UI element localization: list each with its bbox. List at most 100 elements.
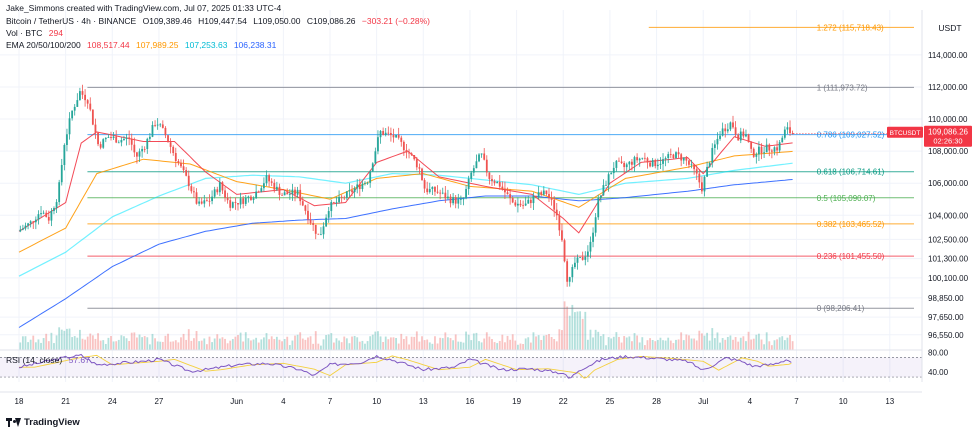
rsi-tick: 80.00 <box>928 348 949 357</box>
volume-bar <box>21 336 24 350</box>
volume-bar <box>208 336 211 350</box>
volume-bar <box>104 343 107 350</box>
candle-body <box>24 225 27 229</box>
candle-body <box>447 196 449 199</box>
volume-bar <box>755 334 758 350</box>
candle-body <box>457 199 460 204</box>
volume-bar <box>454 334 457 350</box>
candle-body <box>631 161 633 165</box>
time-tick: 28 <box>652 397 661 406</box>
candle-body <box>314 224 317 234</box>
volume-bar <box>410 336 413 350</box>
candle-body <box>561 230 563 241</box>
candle-body <box>550 197 553 200</box>
candle-body <box>765 144 768 153</box>
volume-bar <box>589 329 592 350</box>
candle-body <box>234 202 237 203</box>
candle-body <box>548 194 550 198</box>
ema-header[interactable]: EMA 20/50/100/200 108,517.44 107,989.25 … <box>6 40 280 50</box>
volume-bar <box>45 333 48 350</box>
volume-bar <box>662 340 664 350</box>
volume-bar <box>752 338 755 350</box>
volume-bar <box>148 344 151 350</box>
candle-body <box>612 167 615 174</box>
volume-bar <box>579 311 582 350</box>
candle-body <box>778 142 781 151</box>
candle-body <box>511 198 514 203</box>
candle-body <box>255 191 258 199</box>
volume-bar <box>338 340 340 350</box>
volume-bar <box>628 336 631 350</box>
volume-bar <box>537 335 540 350</box>
candle-body <box>312 223 315 225</box>
volume-bar <box>330 333 333 350</box>
volume-bar <box>97 333 99 350</box>
volume-bar <box>320 345 322 350</box>
volume-bar <box>511 334 514 350</box>
candle-body <box>205 200 208 202</box>
candles <box>19 84 794 287</box>
candle-body <box>649 162 651 167</box>
ema100-line <box>18 162 793 277</box>
volume-bar <box>351 336 353 350</box>
volume-bar <box>669 340 672 350</box>
volume-bar <box>623 336 626 350</box>
rsi-header[interactable]: RSI (14, close) 57.67 <box>6 355 94 365</box>
volume-bar <box>475 332 478 350</box>
volume-bar <box>677 339 680 350</box>
candle-body <box>491 178 493 182</box>
volume-bar <box>708 340 711 350</box>
candle-body <box>571 267 574 278</box>
volume-bar <box>672 343 675 350</box>
price-tick: 112,000.00 <box>928 83 968 92</box>
rsi-tick: 40.00 <box>928 368 949 377</box>
candle-body <box>32 221 35 223</box>
candle-body <box>672 154 675 159</box>
candle-body <box>768 144 771 151</box>
volume-bar <box>675 339 677 350</box>
volume-bar <box>405 336 408 350</box>
volume-header[interactable]: Vol · BTC 294 <box>6 28 67 38</box>
candle-body <box>732 122 734 128</box>
candle-body <box>724 128 727 132</box>
volume-bar <box>369 336 372 350</box>
volume-bar <box>428 342 431 350</box>
candle-body <box>408 152 410 154</box>
volume-bar <box>58 327 61 350</box>
volume-bar <box>291 340 294 350</box>
volume-bar <box>273 339 276 350</box>
candle-body <box>369 171 372 183</box>
candle-body <box>76 100 79 107</box>
candle-body <box>535 195 537 197</box>
volume-bar <box>213 338 216 350</box>
volume-bar <box>247 338 250 350</box>
candle-body <box>742 131 745 137</box>
volume-bar <box>257 342 260 350</box>
fib-label-0.618: 0.618 (106,714.61) <box>817 168 885 177</box>
volume-bar <box>488 336 491 350</box>
volume-bar <box>361 340 364 350</box>
last-price-badge-bg <box>924 125 972 147</box>
candle-body <box>242 198 245 204</box>
candle-body <box>729 122 732 130</box>
candle-body <box>646 158 649 163</box>
fib-label-1.272: 1.272 (115,718.43) <box>817 23 884 32</box>
tradingview-brand[interactable]: TradingView <box>6 417 80 428</box>
volume-bar <box>706 332 708 350</box>
volume-bar <box>750 339 753 350</box>
candle-body <box>71 110 74 119</box>
volume-bar <box>498 340 501 350</box>
volume-bar <box>478 341 480 350</box>
candle-body <box>643 157 646 159</box>
candle-body <box>397 134 400 138</box>
candle-body <box>250 196 252 200</box>
candle-body <box>110 137 112 139</box>
volume-bar <box>102 340 105 350</box>
volume-bar <box>335 338 338 350</box>
symbol-title[interactable]: Bitcoin / TetherUS · 4h · BINANCE <box>6 16 137 26</box>
volume-bar <box>66 328 68 350</box>
candle-body <box>104 137 107 140</box>
candle-body <box>558 215 561 231</box>
price-tick: 97,650.00 <box>928 313 964 322</box>
